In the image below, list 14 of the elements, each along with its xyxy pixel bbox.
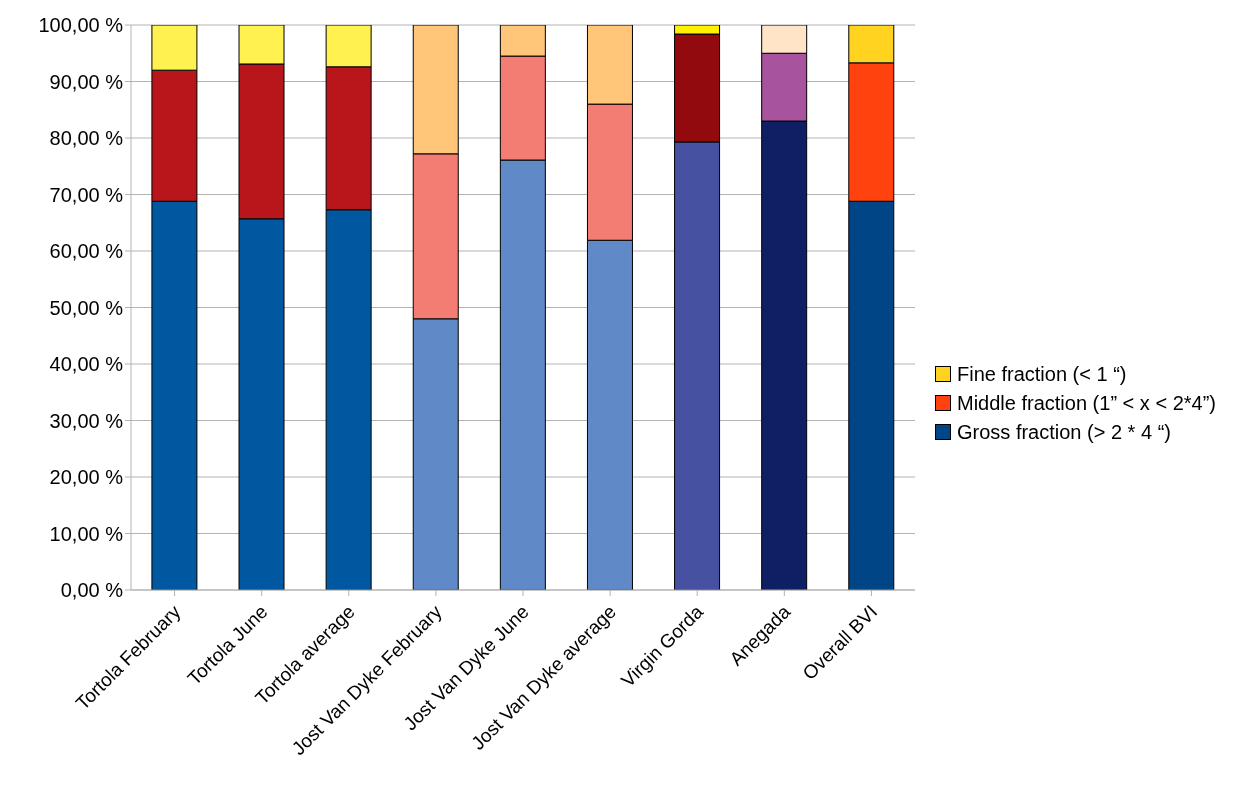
y-tick-label: 40,00 % [49,353,124,376]
y-tick-label: 0,00 % [60,579,124,602]
y-tick-label: 90,00 % [49,70,124,93]
y-tick-label: 50,00 % [49,296,124,319]
y-tick-label: 80,00 % [49,127,124,150]
y-tick-label: 70,00 % [49,183,124,206]
y-tick-label: 30,00 % [49,409,124,432]
legend-label: Gross fraction (> 2 * 4 “) [957,420,1171,444]
y-tick-label: 60,00 % [49,240,124,263]
y-tick-label: 10,00 % [49,522,124,545]
y-tick-label: 20,00 % [49,466,124,489]
legend-label: Middle fraction (1” < x < 2*4”) [957,391,1216,415]
legend-label: Fine fraction (< 1 “) [957,362,1127,386]
y-tick-label: 100,00 % [38,14,124,37]
